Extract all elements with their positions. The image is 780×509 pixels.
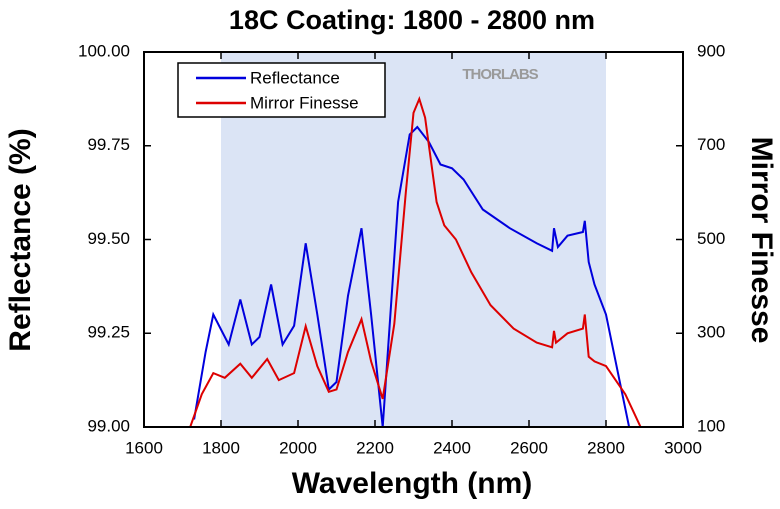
- y-axis-label: Reflectance (%): [4, 128, 37, 351]
- legend-box: [177, 62, 386, 118]
- y2-tick-label: 700: [697, 135, 725, 154]
- x-tick-label: 2600: [510, 438, 548, 457]
- y2-tick-label: 100: [697, 416, 725, 435]
- y-tick-label: 99.75: [87, 135, 130, 154]
- x-tick-label: 2200: [356, 438, 394, 457]
- x-axis-label: Wavelength (nm): [292, 467, 533, 500]
- x-tick-label: 2400: [433, 438, 471, 457]
- series-line: [189, 95, 642, 427]
- plot-lines: [189, 95, 642, 427]
- legend-label: Mirror Finesse: [250, 93, 359, 112]
- y-tick-label: 100.00: [78, 41, 130, 60]
- y-tick-label: 99.25: [87, 323, 130, 342]
- x-tick-label: 2800: [587, 438, 625, 457]
- y-tick-label: 99.50: [87, 229, 130, 248]
- x-tick-label: 2000: [279, 438, 317, 457]
- chart-title: 18C Coating: 1800 - 2800 nm: [229, 5, 595, 35]
- legend-label: Reflectance: [250, 68, 340, 87]
- watermark: THORLABS: [462, 66, 538, 83]
- y2-tick-label: 300: [697, 323, 725, 342]
- x-tick-label: 3000: [664, 438, 702, 457]
- y-tick-label: 99.00: [87, 416, 130, 435]
- y2-tick-label: 500: [697, 229, 725, 248]
- series-line: [193, 125, 631, 427]
- x-tick-label: 1600: [125, 438, 163, 457]
- y2-tick-label: 900: [697, 41, 725, 60]
- x-tick-label: 1800: [202, 438, 240, 457]
- y2-axis-label: Mirror Finesse: [745, 137, 778, 344]
